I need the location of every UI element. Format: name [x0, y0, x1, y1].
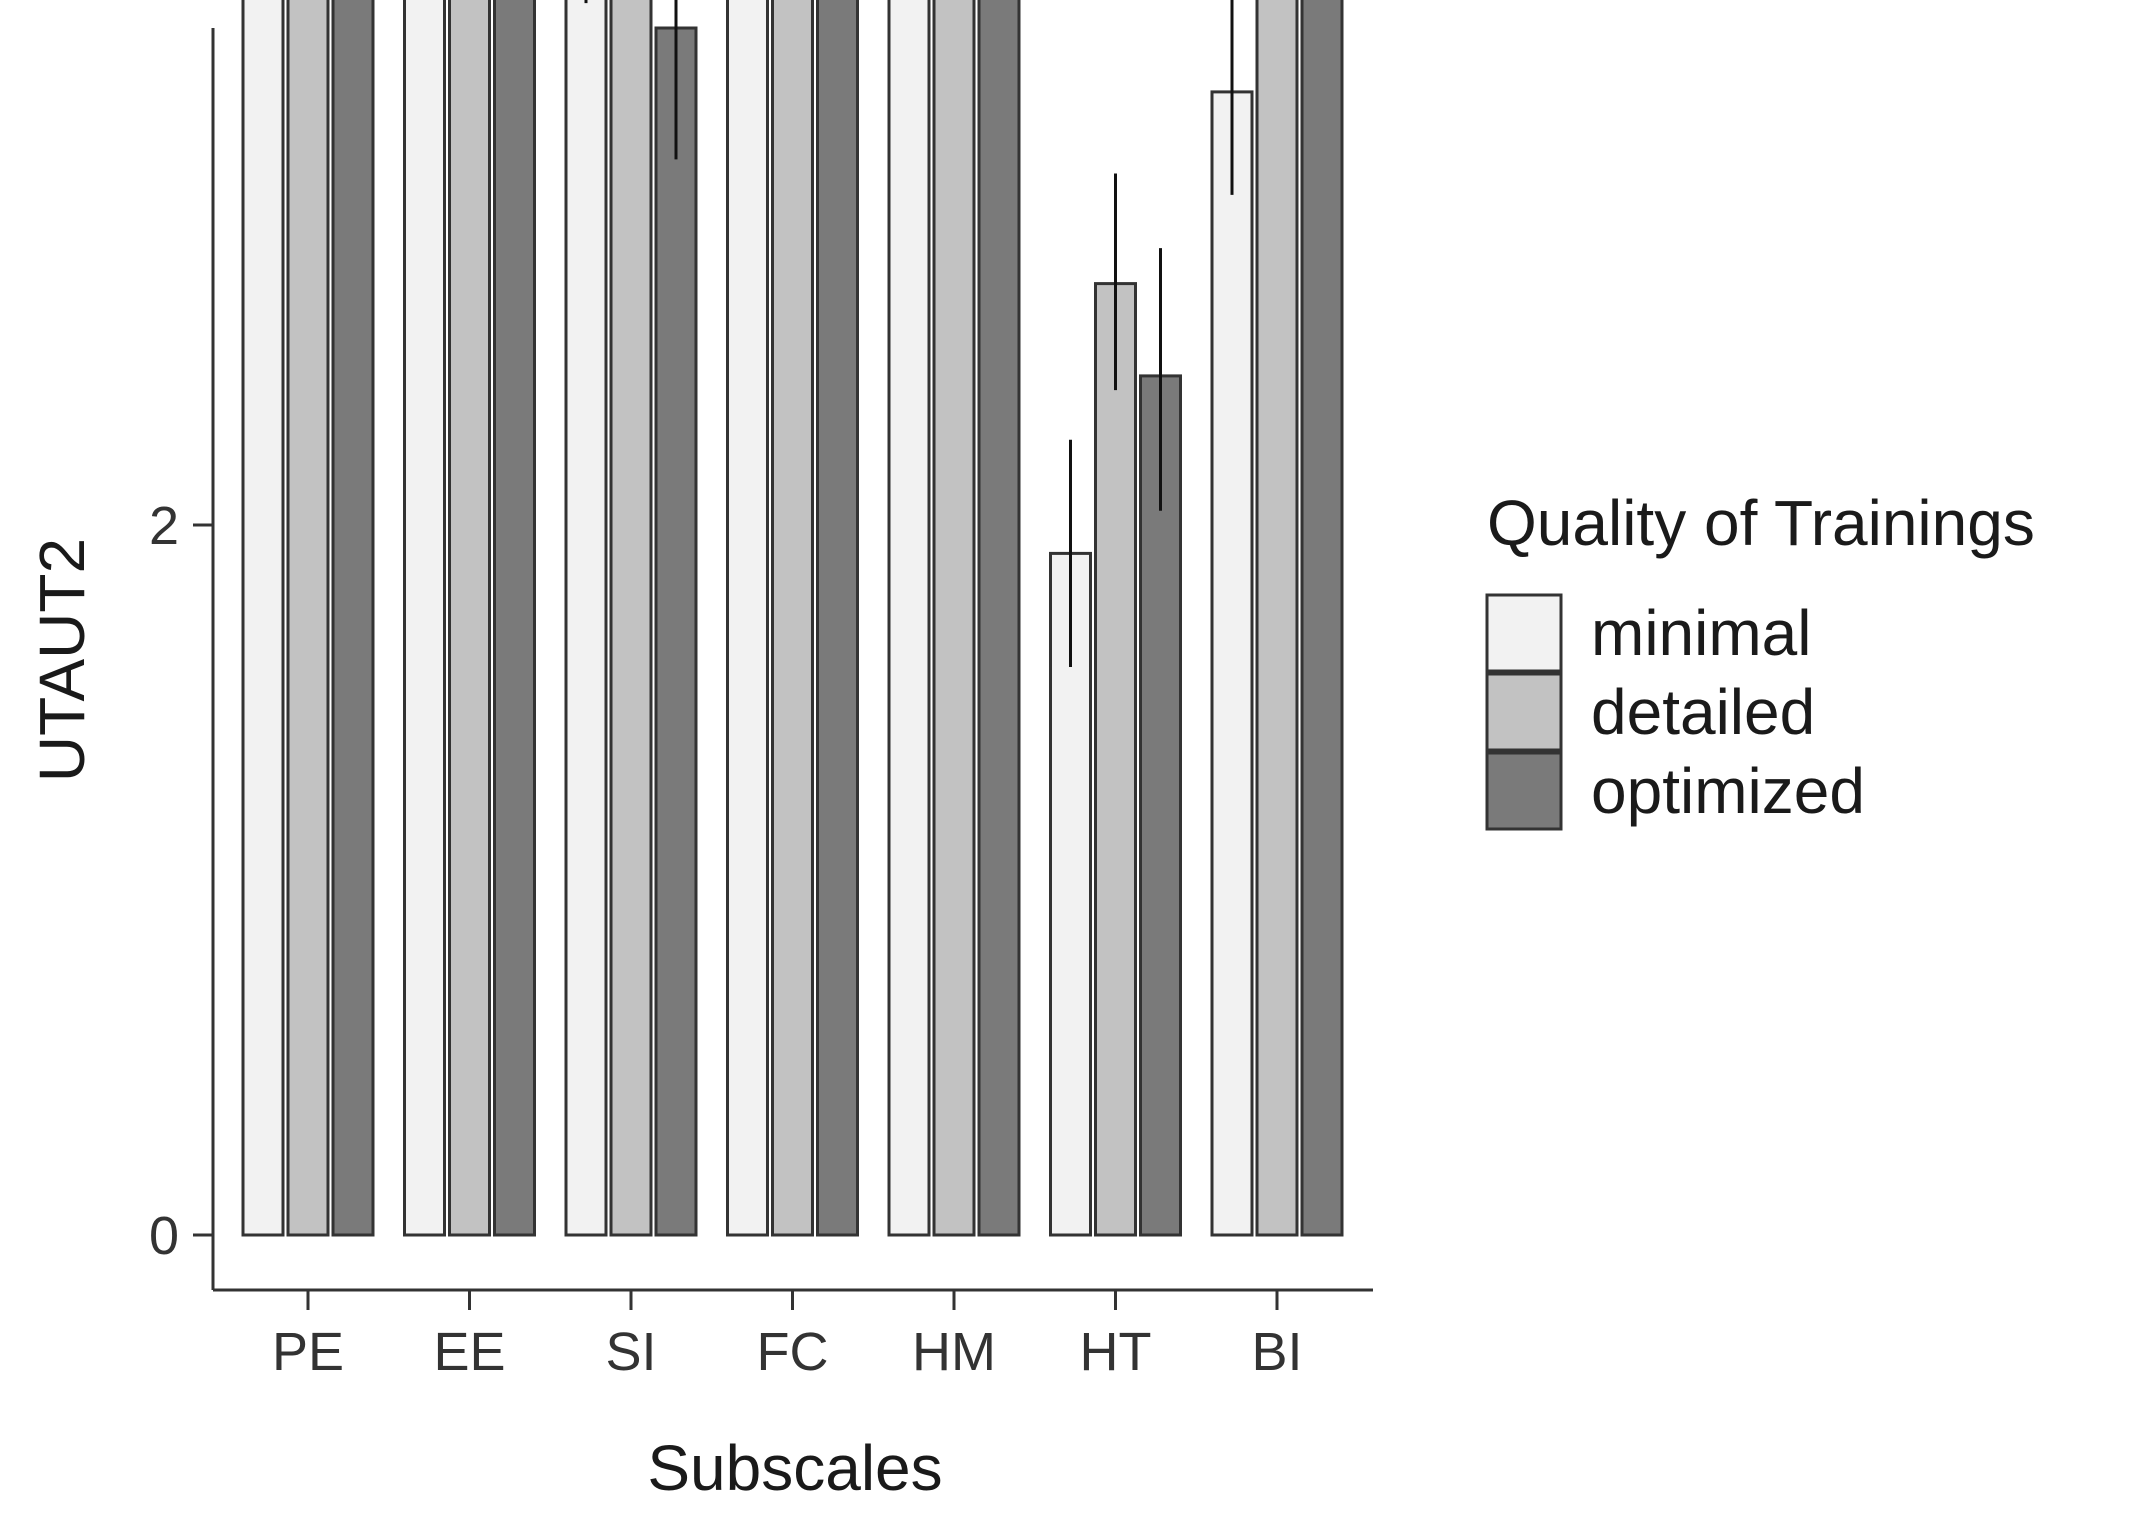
x-tick-label: SI [605, 1322, 656, 1382]
bar-optimized-PE [331, 0, 375, 1237]
bar-detailed-FC [771, 0, 814, 1237]
bar-detailed-SI [609, 0, 653, 1237]
y-tick-label: 0 [149, 1206, 179, 1266]
legend-label-detailed: detailed [1591, 676, 1815, 748]
x-tick-label: HT [1080, 1322, 1152, 1382]
bar-optimized-BI [1300, 0, 1344, 1237]
bar-detailed-HT [1094, 282, 1137, 1237]
x-tick-label: HM [912, 1322, 996, 1382]
bar-optimized-FC [816, 0, 859, 1237]
legend-key-optimized [1485, 751, 1563, 831]
legend-key-minimal [1485, 593, 1563, 673]
x-tick-label: EE [433, 1322, 505, 1382]
bar-optimized-SI [654, 26, 698, 1237]
bar-detailed-PE [286, 0, 330, 1237]
bar-minimal-BI [1210, 90, 1254, 1237]
bar-detailed-HM [932, 0, 976, 1237]
x-tick-label: PE [272, 1322, 344, 1382]
error-bars-layer [584, 0, 1234, 667]
x-axis-title: Subscales [647, 1432, 942, 1504]
y-axis-title: UTAUT2 [26, 538, 98, 782]
legend-title: Quality of Trainings [1487, 487, 2035, 559]
bar-optimized-EE [493, 0, 536, 1237]
legend-key-detailed [1485, 672, 1563, 752]
bar-minimal-EE [403, 0, 446, 1237]
bar-minimal-FC [726, 0, 769, 1237]
bar-detailed-BI [1255, 0, 1299, 1237]
legend-label-optimized: optimized [1591, 755, 1865, 827]
y-axis-ticks: 0246 [149, 496, 213, 1266]
bar-minimal-HM [887, 0, 931, 1237]
legend-label-minimal: minimal [1591, 597, 1811, 669]
bar-optimized-HM [977, 0, 1021, 1237]
x-axis-ticks: PE EE SI FC HM HT BI [272, 1290, 1303, 1382]
legend: Quality of Trainings minimaldetailedopti… [1485, 487, 2035, 831]
y-tick-label: 2 [149, 496, 179, 556]
bars-layer [241, 0, 1344, 1237]
bar-detailed-EE [448, 0, 491, 1237]
x-tick-label: BI [1251, 1322, 1302, 1382]
bar-minimal-PE [241, 0, 285, 1237]
bar-optimized-HT [1139, 374, 1182, 1237]
x-tick-label: FC [757, 1322, 829, 1382]
bar-minimal-SI [564, 0, 608, 1237]
